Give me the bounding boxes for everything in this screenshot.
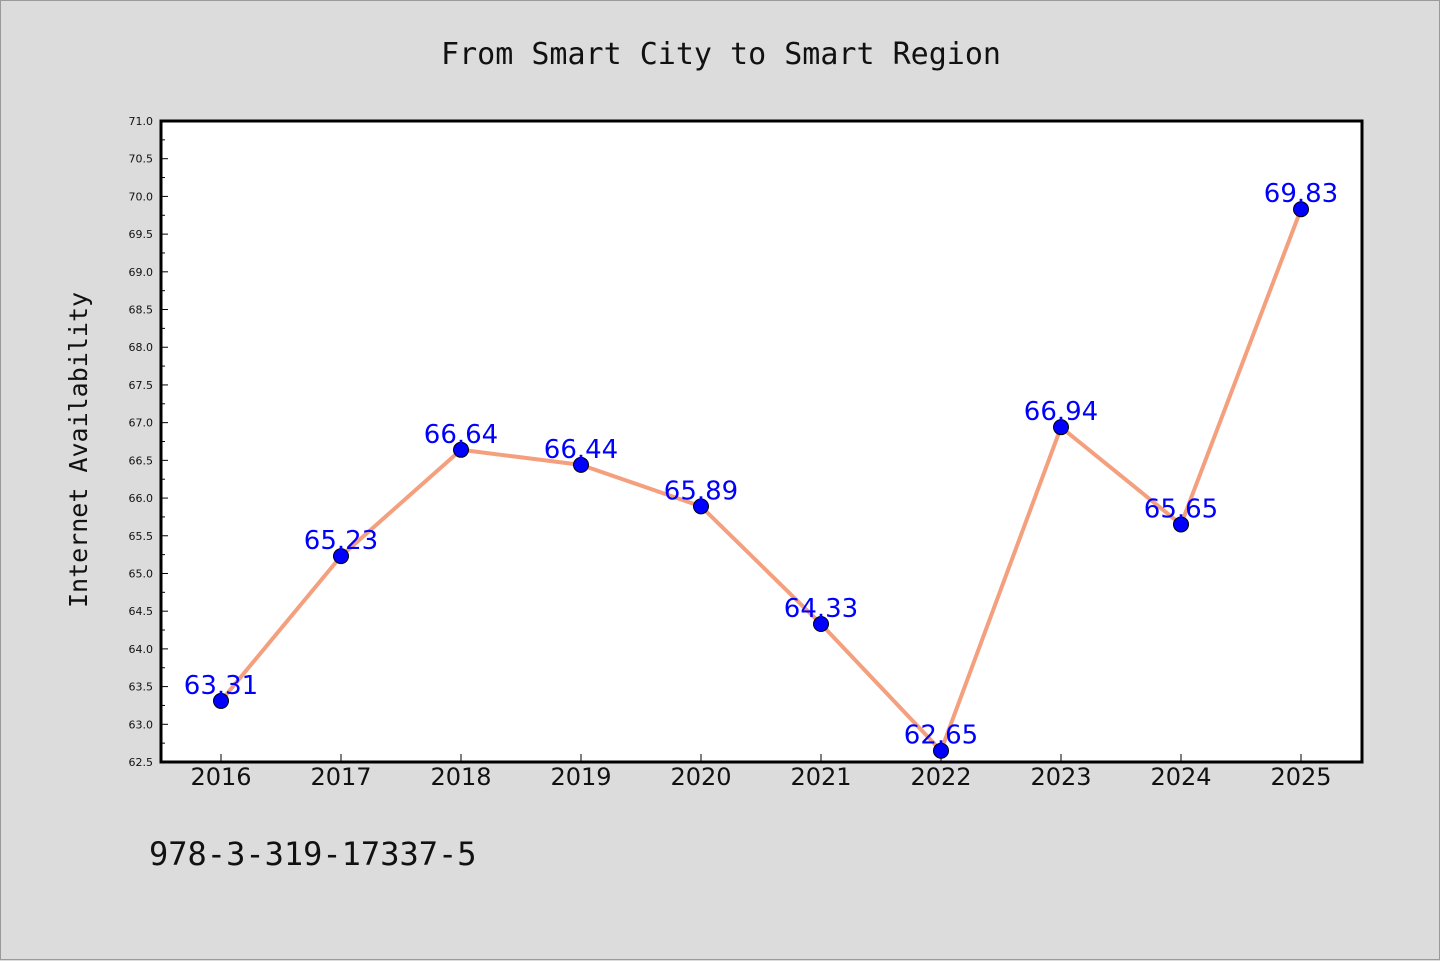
y-axis-label: Internet Availability (64, 292, 93, 608)
data-label: 66.64 (424, 420, 498, 450)
y-tick-label: 69.0 (129, 266, 154, 279)
x-tick-label: 2022 (910, 763, 971, 791)
y-tick-label: 65.5 (129, 530, 154, 543)
data-point (333, 548, 349, 565)
series-line-group (219, 207, 1303, 753)
y-tick-label: 71.0 (129, 115, 154, 128)
x-tick-label: 2018 (430, 763, 491, 791)
y-tick-label: 68.0 (129, 341, 154, 354)
y-axis: 62.5 63.0 63.5 64.0 64.5 65.0 65.5 66.0 66.5 67.0… (129, 115, 168, 769)
y-tick-label: 65.0 (129, 567, 154, 580)
y-tick-label: 62.5 (129, 756, 154, 769)
data-labels-group: 63.31 65.23 66.64 66.44 65.89 64.33 62.65 66.94… (184, 179, 1338, 750)
x-tick-label: 2019 (550, 763, 611, 791)
data-point (573, 456, 589, 473)
x-tick-label: 2025 (1270, 763, 1331, 791)
x-tick-label: 2017 (310, 763, 371, 791)
data-point (933, 742, 949, 759)
chart-title: From Smart City to Smart Region (441, 37, 1001, 72)
x-tick-label: 2021 (790, 763, 851, 791)
data-label: 66.94 (1024, 397, 1098, 427)
data-label: 69.83 (1264, 179, 1338, 209)
x-tick-label: 2016 (190, 763, 251, 791)
data-point (1293, 201, 1309, 218)
y-tick-label: 69.5 (129, 228, 154, 241)
data-label: 65.89 (664, 476, 738, 506)
data-point (1173, 516, 1189, 533)
data-label: 62.65 (904, 721, 978, 751)
data-point (693, 498, 709, 515)
x-axis: 2016 2017 2018 2019 2020 2021 2022 2023 2024 2025 (190, 754, 1332, 791)
y-tick-label: 64.5 (129, 605, 154, 618)
y-tick-label: 64.0 (129, 643, 154, 656)
markers-group (213, 201, 1309, 759)
data-label: 65.65 (1144, 494, 1218, 524)
data-point (213, 692, 229, 709)
data-label: 64.33 (784, 594, 858, 624)
plot-area (161, 121, 1362, 762)
x-tick-label: 2020 (670, 763, 731, 791)
y-tick-label: 67.5 (129, 379, 154, 392)
y-tick-label: 70.0 (129, 190, 154, 203)
x-tick-label: 2024 (1150, 763, 1211, 791)
x-tick-label: 2023 (1030, 763, 1091, 791)
data-label: 66.44 (544, 435, 618, 465)
data-label: 63.31 (184, 671, 258, 701)
data-point (813, 615, 829, 632)
y-tick-label: 66.5 (129, 454, 154, 467)
series-line (219, 207, 1303, 753)
y-tick-label: 67.0 (129, 417, 154, 430)
footer-isbn: 978-3-319-17337-5 (149, 835, 477, 873)
y-tick-label: 66.0 (129, 492, 154, 505)
y-tick-label: 63.0 (129, 718, 154, 731)
y-tick-label: 70.5 (129, 153, 154, 166)
data-point (1053, 419, 1069, 436)
data-point (453, 441, 469, 458)
data-label: 65.23 (304, 526, 378, 556)
y-tick-label: 68.5 (129, 304, 154, 317)
y-tick-label: 63.5 (129, 681, 154, 694)
plot-border (159, 119, 1364, 764)
